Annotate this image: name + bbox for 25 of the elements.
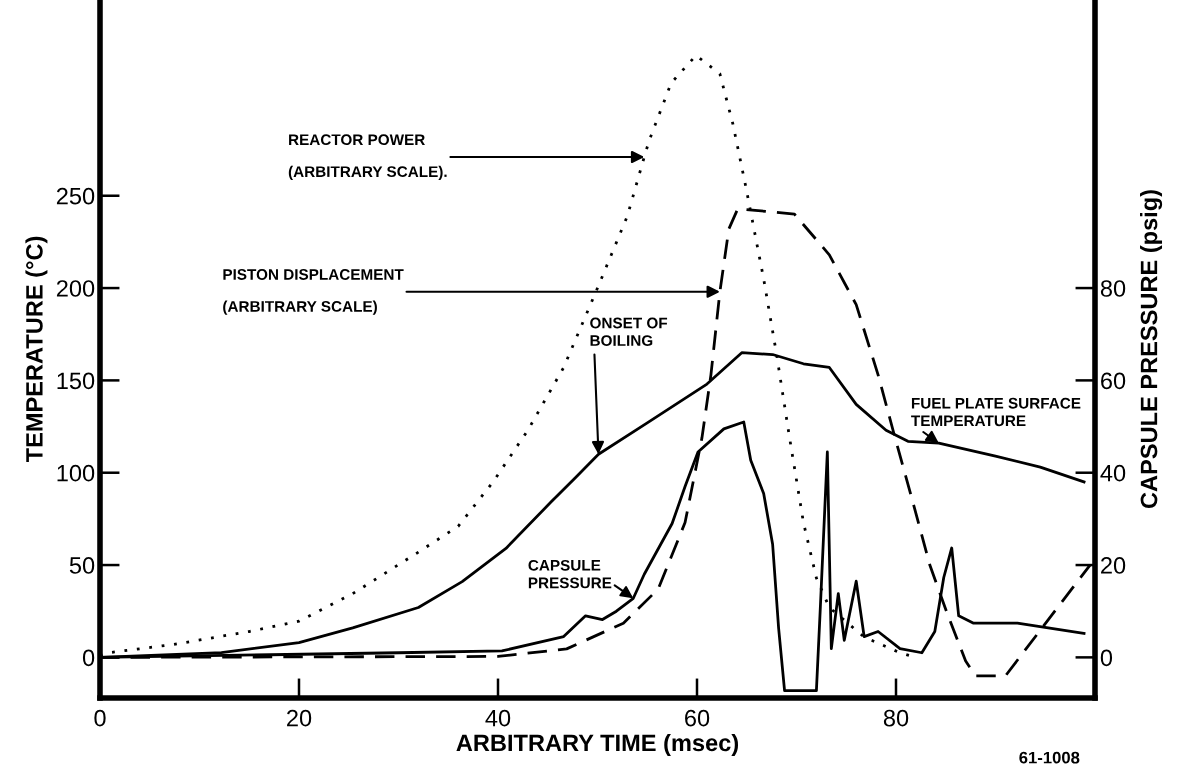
annotation: ONSET OF BOILING bbox=[590, 317, 668, 346]
y-tick-label: 100 bbox=[57, 464, 95, 482]
y-tick-label: 50 bbox=[69, 557, 95, 574]
text: 61-1008 bbox=[1019, 751, 1080, 764]
series-label: CAPSULE PRESSURE bbox=[528, 559, 612, 589]
y-tick-label: 0 bbox=[82, 649, 95, 667]
x-tick-label: 60 bbox=[685, 709, 710, 727]
x-tick-label: 40 bbox=[485, 709, 511, 727]
y2-tick-label: 40 bbox=[1100, 464, 1126, 482]
x-tick-label: 0 bbox=[94, 709, 106, 727]
legend-label: FUEL PLATE SURFACE TEMPERATURE bbox=[911, 397, 1081, 427]
y-tick-label: 150 bbox=[57, 372, 95, 390]
y2-tick-label: 80 bbox=[1100, 280, 1126, 297]
x-tick-label: 80 bbox=[883, 709, 909, 727]
y-tick-label: 200 bbox=[56, 280, 95, 297]
x-axis-title: ARBITRARY TIME (msec) bbox=[456, 733, 739, 756]
y2-tick-label: 60 bbox=[1101, 372, 1126, 390]
y2-tick-label: 20 bbox=[1101, 557, 1126, 574]
y2-axis-title: CAPSULE PRESSURE (psig) bbox=[1140, 190, 1163, 509]
text: PISTON DISPLACEMENT (ARBITRARY SCALE) bbox=[223, 269, 404, 315]
text: REACTOR POWER (ARBITRARY SCALE). bbox=[288, 134, 447, 181]
y2-tick-label: 0 bbox=[1100, 649, 1113, 667]
x-tick-label: 20 bbox=[287, 709, 312, 727]
y-axis-title: TEMPERATURE (°C) bbox=[25, 236, 48, 463]
y-tick-label: 250 bbox=[56, 187, 95, 205]
